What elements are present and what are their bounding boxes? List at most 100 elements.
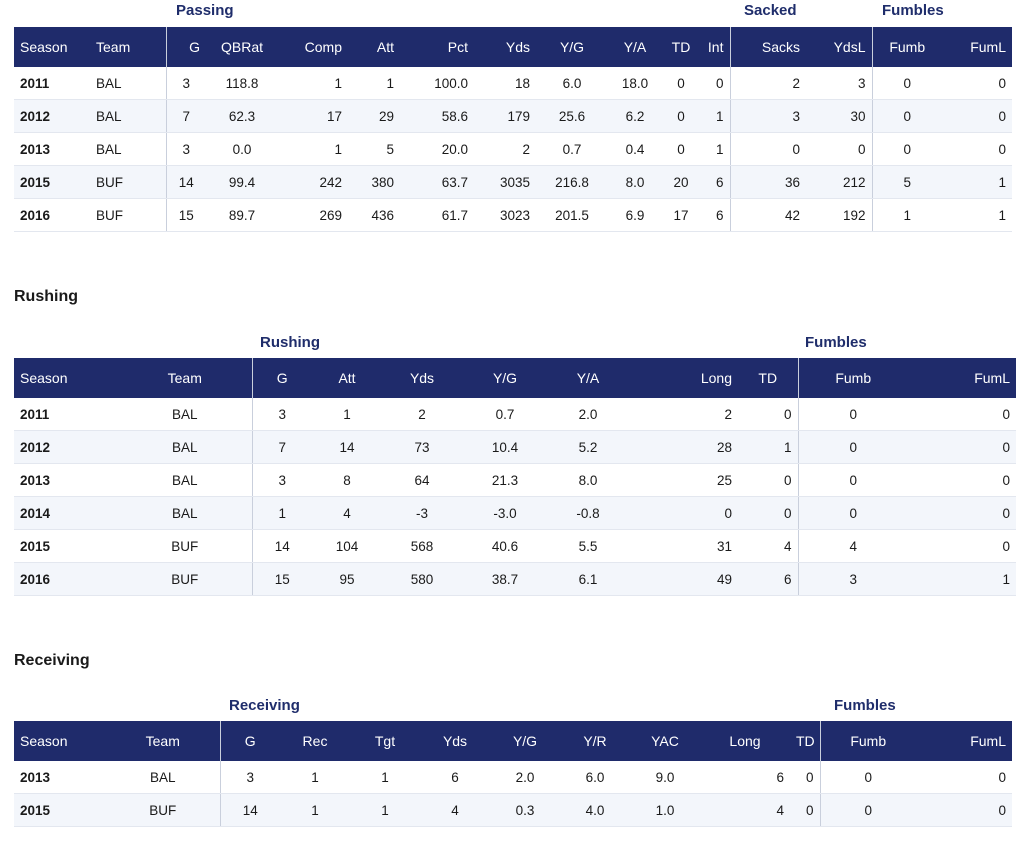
stat-cell: 14 — [312, 430, 382, 464]
rushing-section-title: Rushing — [14, 288, 78, 305]
stat-cell: 6.0 — [560, 761, 630, 794]
stat-cell: 1 — [251, 496, 312, 530]
stat-cell: 0 — [662, 99, 700, 133]
stat-cell: 95 — [312, 562, 382, 596]
passing-col-header: Team — [90, 27, 166, 67]
rushing-header-row: Season Team G Att Yds Y/G Y/A Long TD Fumb FumL — [14, 358, 1016, 398]
stat-cell: 3035 — [474, 165, 536, 199]
team-cell: BAL — [90, 67, 166, 100]
stat-cell: 1 — [700, 99, 730, 133]
stat-cell: 2.0 — [548, 398, 628, 431]
stat-cell: 380 — [348, 165, 400, 199]
stat-cell: 1 — [350, 761, 420, 794]
receiving-col-header: Y/R — [560, 721, 630, 761]
stat-cell: 31 — [628, 529, 738, 563]
rushing-col-header: Long — [628, 358, 738, 398]
group-label-rushing: Rushing — [260, 334, 320, 351]
rushing-col-header: Y/A — [548, 358, 628, 398]
stat-cell: 17 — [278, 99, 348, 133]
stat-cell: 3 — [797, 562, 908, 596]
stat-cell: 5.2 — [548, 430, 628, 464]
team-cell: BUF — [106, 793, 220, 827]
stat-cell: 49 — [628, 562, 738, 596]
stat-cell: 0 — [942, 67, 1012, 100]
stat-cell: 192 — [806, 198, 872, 232]
stat-cell: 25 — [628, 463, 738, 497]
stat-cell: 30 — [806, 99, 872, 133]
stat-cell: 1 — [738, 430, 798, 464]
team-cell: BUF — [90, 198, 166, 232]
stat-cell: 18.0 — [608, 67, 662, 100]
passing-col-header: Fumb — [871, 27, 942, 67]
passing-col-header: Yds — [474, 27, 536, 67]
stat-cell: 4 — [738, 529, 798, 563]
stat-cell: 0 — [738, 463, 798, 497]
stat-cell: 0 — [790, 761, 820, 794]
season-cell: 2015 — [14, 165, 90, 199]
stat-cell: 568 — [382, 529, 462, 563]
passing-col-header: TD — [662, 27, 700, 67]
stat-cell: 0 — [797, 430, 908, 464]
stat-cell: 6 — [738, 562, 798, 596]
season-cell: 2015 — [14, 793, 106, 827]
stat-cell: 1 — [908, 562, 1016, 596]
stat-cell: 0 — [819, 793, 916, 827]
passing-col-header: QBRat — [206, 27, 278, 67]
passing-col-header: G — [165, 27, 206, 67]
stat-cell: 1 — [350, 793, 420, 827]
stat-cell: 4 — [312, 496, 382, 530]
stat-cell: 7 — [251, 430, 312, 464]
rushing-col-header: Yds — [382, 358, 462, 398]
group-label-receiving-fumbles: Fumbles — [834, 697, 896, 714]
table-row: 2015 BUF 14 1 1 4 0.3 4.0 1.0 4 0 0 0 — [14, 793, 1012, 827]
stat-cell: 0 — [871, 132, 942, 166]
rushing-col-header: Att — [312, 358, 382, 398]
stat-cell: 14 — [219, 793, 280, 827]
receiving-col-header: Team — [106, 721, 220, 761]
passing-col-header: YdsL — [806, 27, 872, 67]
stat-cell: 0.7 — [462, 398, 548, 431]
team-cell: BUF — [118, 562, 252, 596]
stat-cell: 3 — [219, 761, 280, 794]
stat-cell: 118.8 — [206, 67, 278, 100]
stat-cell: 0 — [942, 132, 1012, 166]
team-cell: BAL — [118, 463, 252, 497]
stat-cell: 269 — [278, 198, 348, 232]
stat-cell: 0 — [908, 529, 1016, 563]
team-cell: BUF — [118, 529, 252, 563]
receiving-col-header: YAC — [630, 721, 700, 761]
passing-col-header: FumL — [942, 27, 1012, 67]
stat-cell: 6.1 — [548, 562, 628, 596]
group-label-fumbles: Fumbles — [882, 2, 944, 19]
season-cell: 2011 — [14, 67, 90, 100]
passing-header-row: Season Team G QBRat Comp Att Pct Yds Y/G Y/A TD Int… — [14, 27, 1012, 67]
rushing-col-header: TD — [738, 358, 798, 398]
stat-cell: 1 — [348, 67, 400, 100]
stat-cell: 3 — [729, 99, 806, 133]
stat-cell: 1.0 — [630, 793, 700, 827]
stat-cell: 0 — [797, 398, 908, 431]
stat-cell: 28 — [628, 430, 738, 464]
stat-cell: 64 — [382, 463, 462, 497]
stat-cell: 10.4 — [462, 430, 548, 464]
season-cell: 2011 — [14, 398, 118, 431]
stat-cell: 89.7 — [206, 198, 278, 232]
receiving-col-header: Season — [14, 721, 106, 761]
stat-cell: 0 — [916, 761, 1012, 794]
rushing-col-header: Team — [118, 358, 252, 398]
passing-col-header: Comp — [278, 27, 348, 67]
receiving-col-header: Tgt — [350, 721, 420, 761]
stat-cell: 73 — [382, 430, 462, 464]
stat-cell: 1 — [942, 198, 1012, 232]
stat-cell: 5 — [871, 165, 942, 199]
stat-cell: 6 — [420, 761, 490, 794]
stat-cell: 216.8 — [536, 165, 608, 199]
stat-cell: 0 — [628, 496, 738, 530]
stat-cell: 4 — [700, 793, 790, 827]
season-cell: 2013 — [14, 132, 90, 166]
passing-group-header: Passing Sacked Fumbles — [14, 2, 1012, 27]
stat-cell: 1 — [278, 132, 348, 166]
stat-cell: 3 — [165, 67, 206, 100]
stat-cell: 0 — [871, 99, 942, 133]
stat-cell: -0.8 — [548, 496, 628, 530]
